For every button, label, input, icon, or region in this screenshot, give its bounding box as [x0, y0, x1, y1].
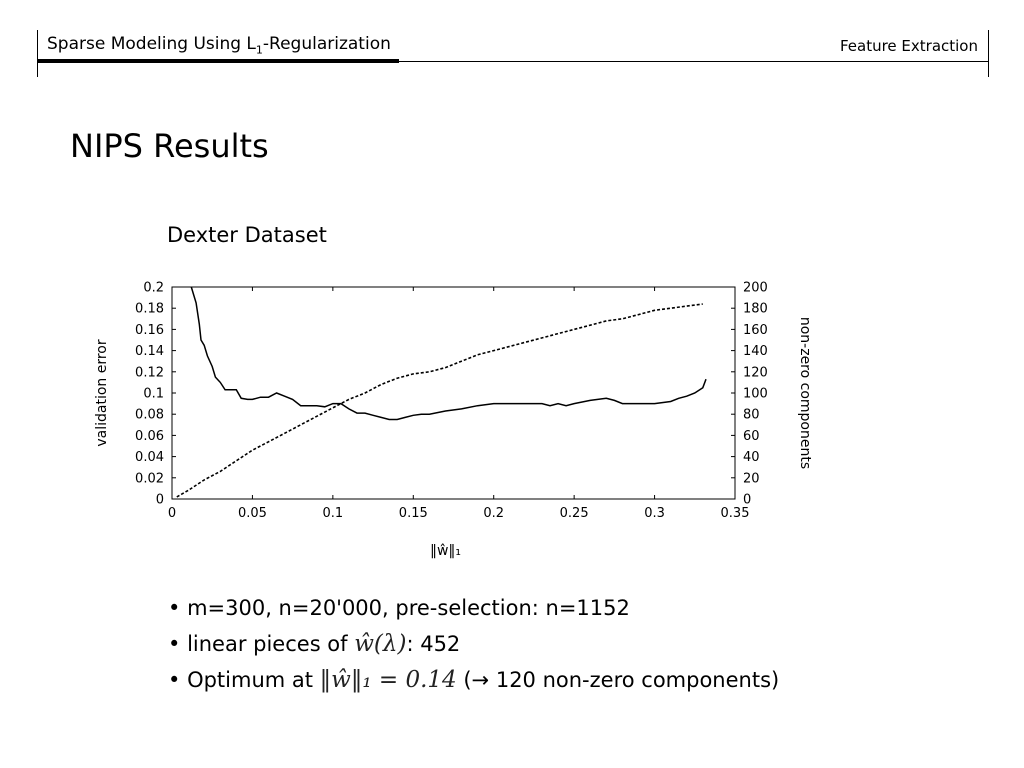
x-tick-label: 0.35 [721, 506, 750, 521]
header-right-title: Feature Extraction [839, 37, 978, 55]
header-left-title-sub: 1 [255, 43, 263, 57]
x-tick-label: 0.2 [483, 506, 504, 521]
x-tick-label: 0 [168, 506, 176, 521]
x-axis-label: ‖ŵ‖₁ [430, 543, 461, 559]
y-left-tick-label: 0.14 [135, 344, 164, 359]
series-line-validation-error [190, 286, 707, 421]
series-line-non-zero-components [176, 303, 703, 498]
bullet-3-text: Optimum at [187, 668, 320, 692]
y-right-tick-label: 100 [743, 387, 768, 402]
bullet-2-math: ŵ(λ) [354, 631, 407, 657]
y-left-tick-label: 0.1 [143, 387, 164, 402]
header-thin-rule [399, 61, 989, 62]
bullet-3-math: ‖ŵ‖₁ = 0.14 [319, 667, 457, 693]
header-left-title-tail: -Regularization [262, 34, 391, 54]
header-right-border [988, 30, 989, 77]
header-left-title: Sparse Modeling Using L1-Regularization [47, 34, 391, 56]
x-tick-label: 0.1 [323, 506, 344, 521]
y-left-tick-label: 0.2 [143, 281, 164, 296]
y-left-tick-label: 0.12 [135, 365, 164, 380]
y-left-axis-label: validation error [94, 339, 110, 447]
y-right-tick-label: 140 [743, 344, 768, 359]
bullet-1-text: m=300, n=20'000, pre-selection: n=1152 [187, 596, 630, 620]
bullet-2-tail: : 452 [406, 632, 461, 656]
x-tick-label: 0.15 [399, 506, 428, 521]
y-left-tick-label: 0.04 [135, 450, 164, 465]
header-left-border [37, 30, 38, 77]
bullet-3-tail: (→ 120 non-zero components) [456, 668, 780, 692]
y-left-tick-label: 0.06 [135, 429, 164, 444]
y-right-tick-label: 80 [743, 408, 760, 423]
bullet-item-2: • linear pieces of ŵ(λ): 452 [168, 631, 461, 657]
y-right-tick-label: 200 [743, 281, 768, 296]
y-left-tick-label: 0 [156, 493, 164, 508]
y-right-axis-label: non-zero components [797, 317, 813, 469]
y-right-tick-label: 40 [743, 450, 760, 465]
y-left-tick-label: 0.08 [135, 408, 164, 423]
header-left-title-main: Sparse Modeling Using L [47, 34, 256, 54]
x-tick-label: 0.25 [560, 506, 589, 521]
y-right-tick-label: 20 [743, 471, 760, 486]
y-left-tick-label: 0.02 [135, 471, 164, 486]
y-left-tick-label: 0.18 [135, 302, 164, 317]
y-right-tick-label: 0 [743, 493, 751, 508]
bullet-list: • m=300, n=20'000, pre-selection: n=1152… [168, 590, 779, 698]
plot-frame [171, 286, 736, 500]
y-right-tick-label: 160 [743, 323, 768, 338]
bullet-item-3: • Optimum at ‖ŵ‖₁ = 0.14 (→ 120 non-zero… [168, 667, 780, 693]
header-thick-rule [37, 59, 399, 63]
y-right-tick-label: 60 [743, 429, 760, 444]
x-tick-label: 0.3 [644, 506, 665, 521]
y-right-tick-label: 120 [743, 365, 768, 380]
x-tick-label: 0.05 [238, 506, 267, 521]
slide-title: NIPS Results [70, 127, 269, 165]
y-right-tick-label: 180 [743, 302, 768, 317]
bullet-item-1: • m=300, n=20'000, pre-selection: n=1152 [168, 596, 630, 620]
chart-subtitle: Dexter Dataset [167, 223, 327, 247]
y-left-tick-label: 0.16 [135, 323, 164, 338]
bullet-2-text: linear pieces of [187, 632, 355, 656]
